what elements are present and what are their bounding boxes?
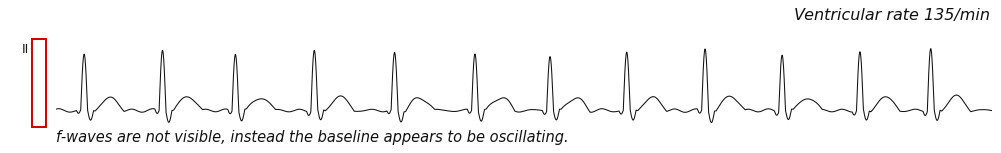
Text: f-waves are not visible, instead the baseline appears to be oscillating.: f-waves are not visible, instead the bas… [56, 130, 569, 145]
Text: II: II [22, 43, 29, 56]
Text: Ventricular rate 135/min: Ventricular rate 135/min [794, 8, 990, 23]
Text: Atrial fibrillation with oscillating baseline instead of f-waves: Atrial fibrillation with oscillating bas… [8, 7, 602, 25]
